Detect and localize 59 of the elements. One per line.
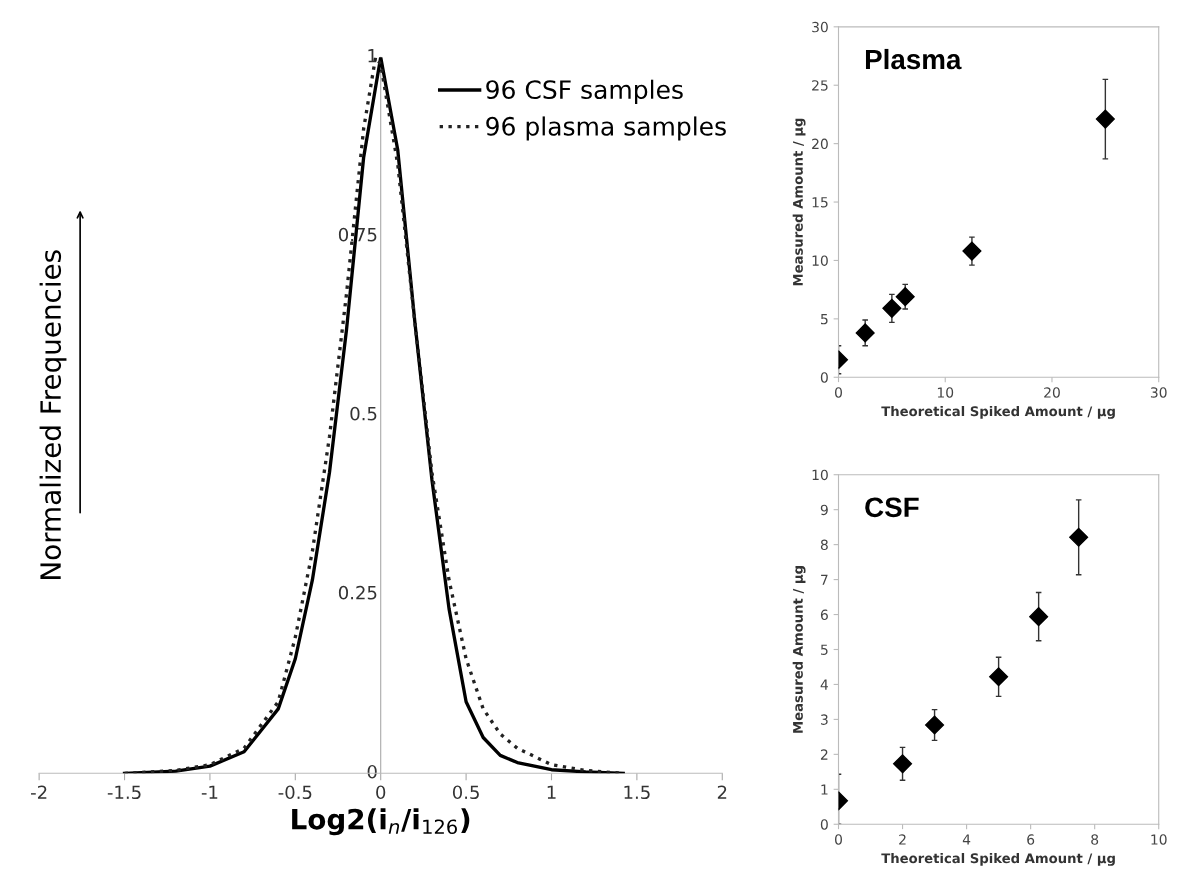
x-tick-label: 6 — [1027, 834, 1035, 845]
text: Plasma — [865, 48, 962, 70]
x-tick-label: 1 — [547, 785, 556, 799]
text: CSF — [865, 497, 919, 518]
y-axis-title: Normalized Frequencies — [39, 250, 67, 579]
point — [893, 754, 913, 774]
x-tick-label: -1.5 — [107, 785, 141, 800]
x-tick-label: 0.5 — [452, 785, 479, 800]
point — [925, 715, 945, 735]
y-tick-label: 7 — [821, 574, 828, 585]
y-tick-label: 5 — [821, 644, 828, 655]
y-tick-label: 15 — [812, 197, 828, 208]
x-tick-label: -0.5 — [278, 785, 312, 800]
legend-label: 96 CSF samples — [486, 79, 683, 104]
y-tick-label: 1 — [368, 49, 377, 63]
y-tick-label: 4 — [820, 679, 828, 690]
y-tick-label: 10 — [812, 255, 828, 266]
y-tick-label: 0 — [820, 819, 828, 830]
x-tick-label: 2 — [717, 785, 727, 799]
y-tick-label: 0.25 — [338, 585, 377, 600]
point — [1029, 607, 1049, 627]
y-tick-label: 0 — [820, 372, 828, 383]
y-tick-label: 25 — [812, 80, 828, 91]
point — [1095, 109, 1115, 129]
x-tick-label: 8 — [1091, 834, 1099, 845]
point — [895, 287, 915, 307]
y-tick-label: 10 — [812, 469, 828, 481]
y-tick-label: 9 — [820, 504, 828, 516]
x-axis-title: Theoretical Spiked Amount / µg — [881, 405, 1115, 419]
y-tick-label: 6 — [820, 609, 828, 621]
x-tick-label: 0 — [835, 387, 842, 398]
y-tick-label: 20 — [812, 138, 828, 150]
x-tick-label: 2 — [899, 834, 906, 845]
x-tick-label: 0 — [835, 834, 842, 845]
y-tick-label: 0.5 — [350, 406, 377, 421]
x-tick-label: -2 — [31, 785, 47, 799]
point — [855, 323, 875, 343]
y-tick-label: 8 — [820, 539, 828, 551]
x-tick-label: 10 — [1151, 834, 1167, 845]
y-tick-label: 5 — [821, 314, 828, 325]
y-axis-title: Measured Amount / µg — [792, 118, 806, 286]
point — [989, 667, 1009, 687]
x-tick-label: 20 — [1044, 387, 1060, 398]
x-tick-label: 10 — [937, 387, 954, 398]
point — [882, 298, 902, 318]
x-axis-title: Theoretical Spiked Amount / µg — [881, 852, 1115, 866]
legend-label: 96 plasma samples — [486, 116, 726, 141]
y-tick-label: 30 — [812, 21, 828, 33]
x-tick-label: 1.5 — [624, 785, 650, 800]
y-tick-label: 0 — [367, 764, 377, 779]
point — [962, 241, 982, 261]
y-axis-title: Measured Amount / µg — [792, 566, 806, 733]
x-tick-label: 30 — [1150, 387, 1167, 398]
x-axis-title: Log2(i$_{n}$/i$_{126}$) — [292, 808, 470, 836]
y-tick-label: 3 — [821, 714, 828, 725]
point — [1069, 527, 1089, 547]
y-tick-label: 2 — [820, 749, 828, 760]
x-tick-label: -1 — [201, 785, 218, 799]
x-tick-label: 4 — [962, 834, 971, 845]
